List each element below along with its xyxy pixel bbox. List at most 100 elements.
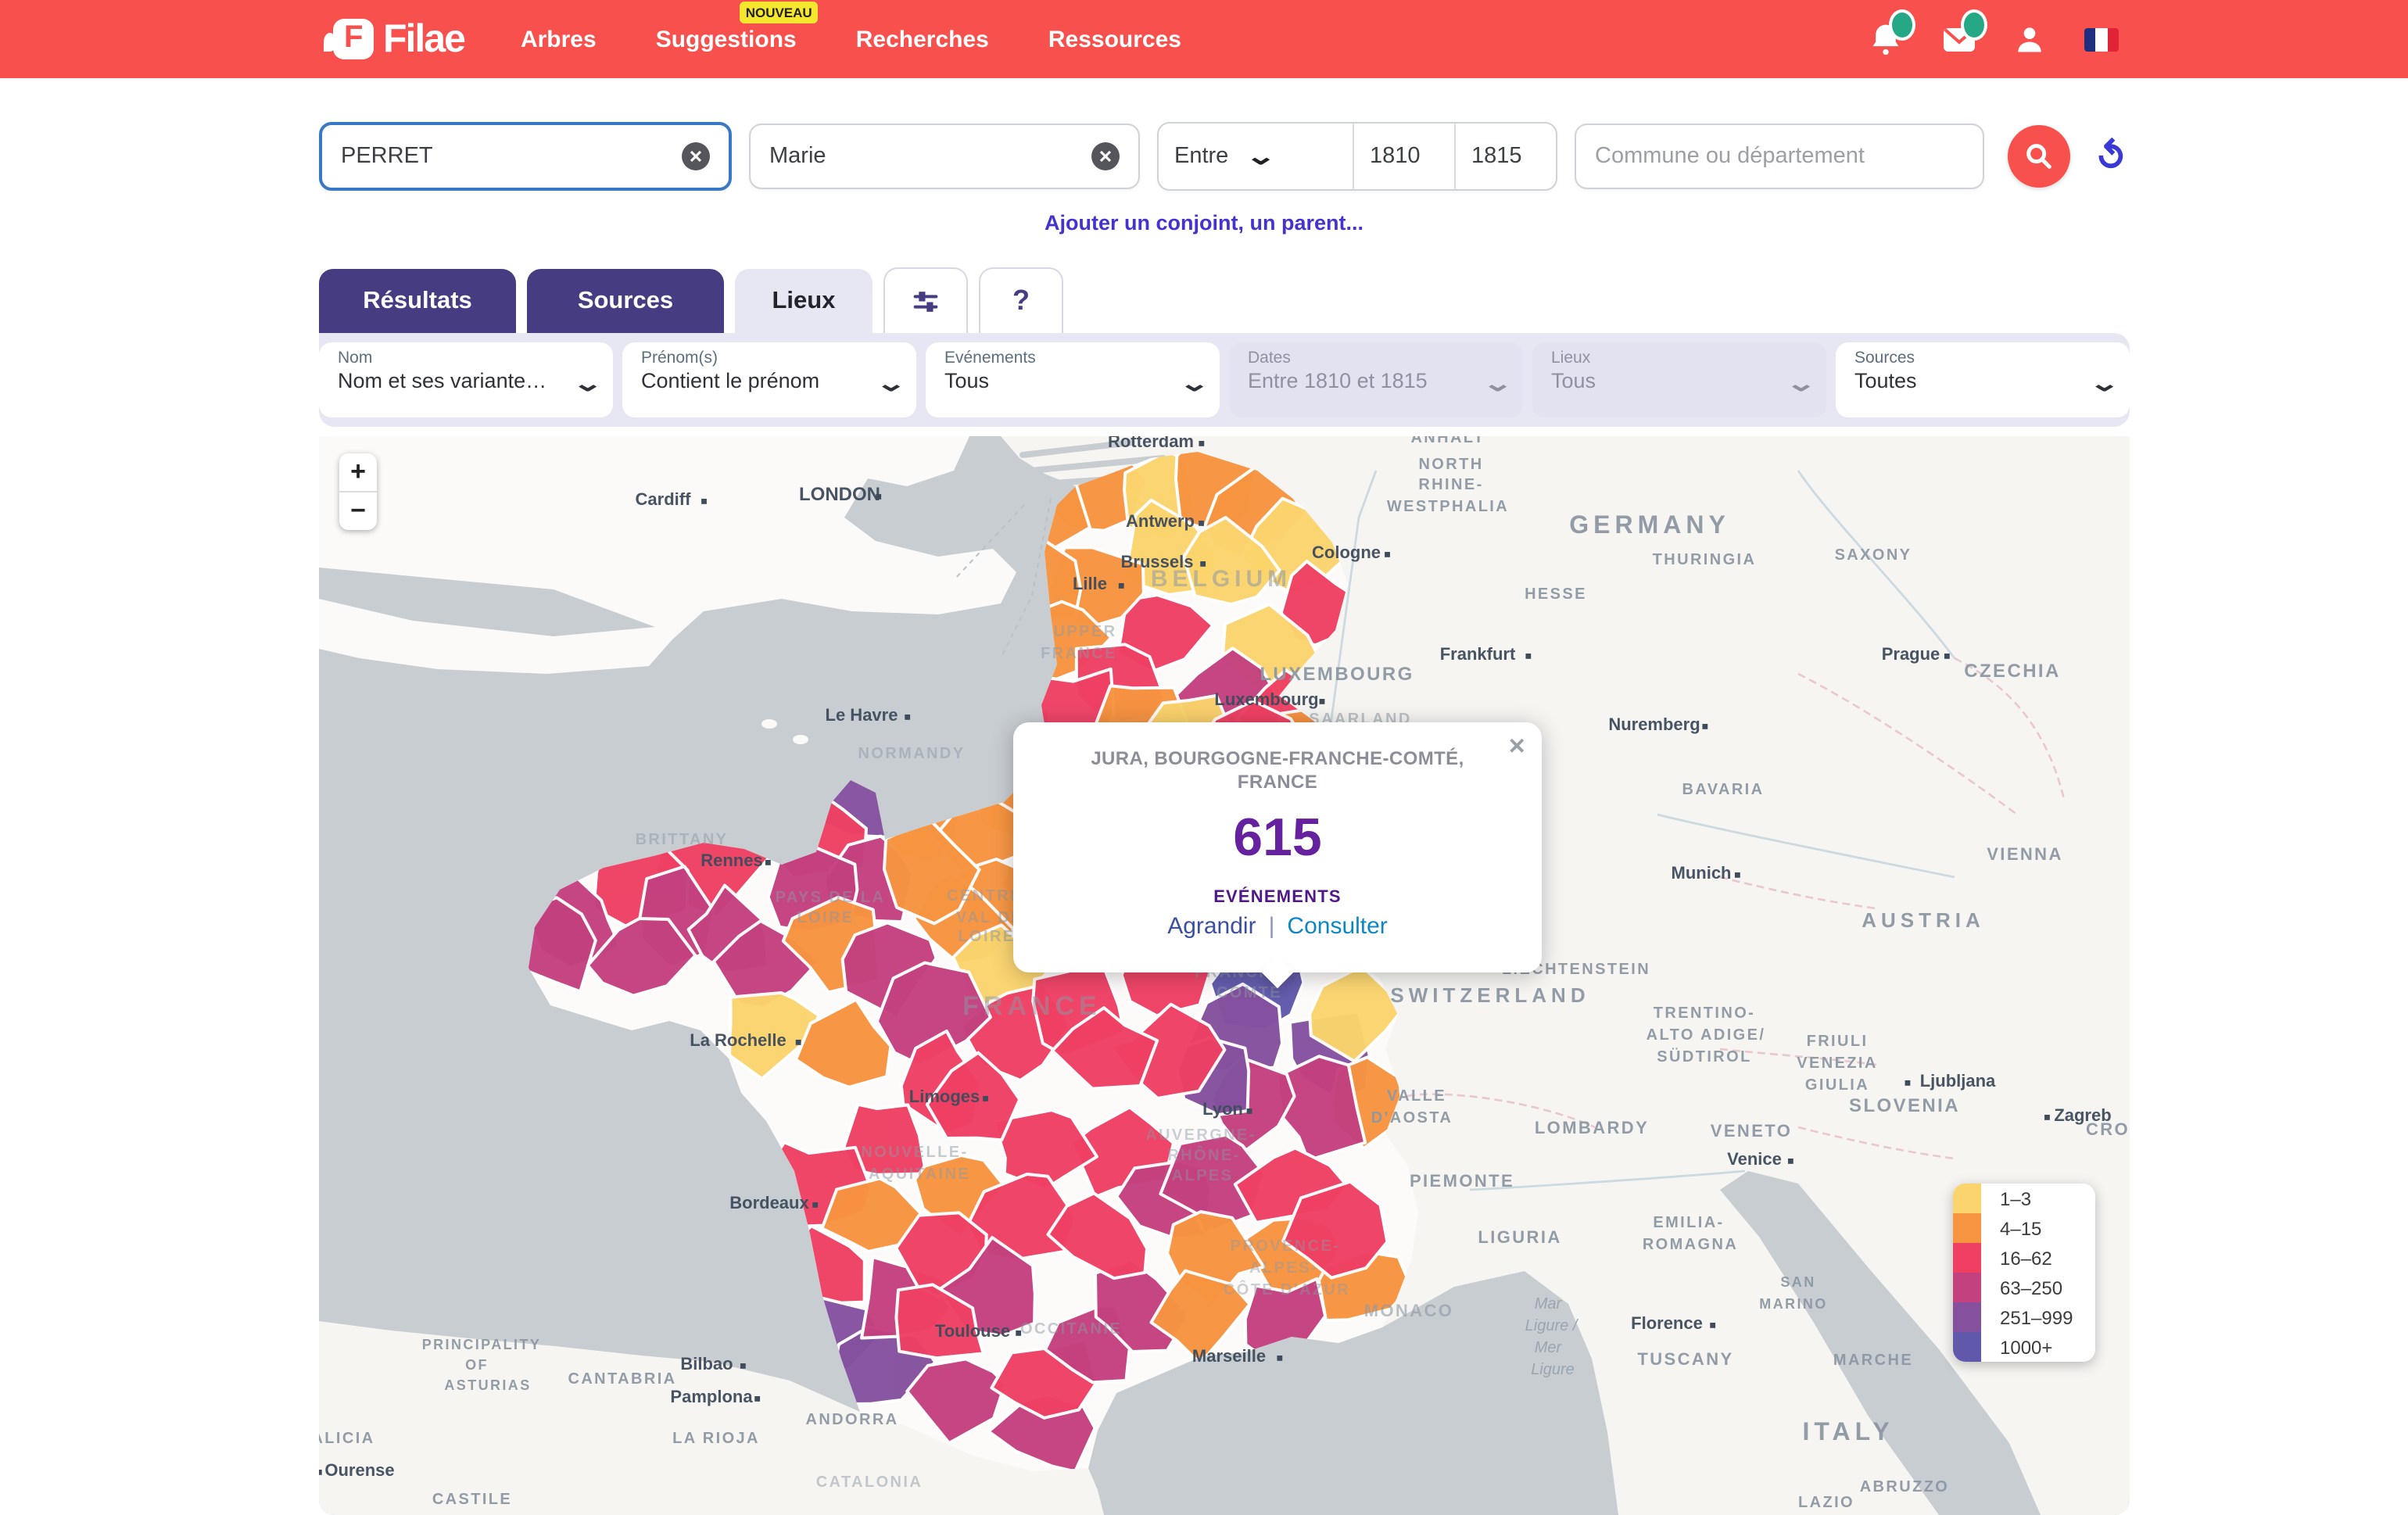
department-cell[interactable] [1046, 1191, 1148, 1280]
map-region-label: ITALY [1802, 1417, 1894, 1445]
map-region-label: PIEMONTE [1410, 1171, 1514, 1191]
filter-sources[interactable]: Sources Toutes ⌄ [1836, 342, 2130, 417]
department-cell[interactable] [905, 1357, 1007, 1445]
filae-logo-icon: F [324, 19, 374, 59]
filter-nom[interactable]: Nom Nom et ses variante… ⌄ [319, 342, 613, 417]
map-region-label: BELGIUM [1151, 566, 1292, 592]
map-region-label: FRIULI [1807, 1033, 1869, 1050]
map-region-label: ASTURIAS [444, 1377, 531, 1393]
chevron-down-icon: ⌄ [1786, 370, 1818, 395]
map-region-label: D'AOSTA [1371, 1109, 1453, 1126]
map-region-label: RHINE- [1418, 476, 1483, 493]
tab-lieux[interactable]: Lieux [735, 269, 873, 333]
choropleth-map[interactable]: GERMANY BELGIUM FRANCE ITALY SWITZERLAND AUST… [319, 436, 2130, 1515]
map-region-label: SÜDTIROL [1657, 1048, 1751, 1066]
department-cell[interactable] [1149, 1269, 1252, 1366]
clear-firstname-icon[interactable]: ✕ [1091, 142, 1120, 170]
department-cell[interactable] [820, 1177, 924, 1253]
city-marker-icon [1710, 1323, 1716, 1328]
map-region-label: AUSTRIA [1862, 908, 1985, 932]
department-cell[interactable] [1308, 964, 1406, 1063]
city-marker-icon [1277, 1356, 1283, 1361]
map-region-label: LAZIO [1798, 1494, 1854, 1511]
year-from-input[interactable]: 1810 [1353, 124, 1454, 189]
map-container[interactable]: GERMANY BELGIUM FRANCE ITALY SWITZERLAND AUST… [319, 436, 2130, 1515]
add-relative-link[interactable]: Ajouter un conjoint, un parent... [1045, 211, 1363, 235]
map-city-label: Venice [1727, 1149, 1782, 1169]
map-region-label: NORTH [1418, 456, 1483, 473]
filter-evnements[interactable]: Evénements Tous ⌄ [926, 342, 1220, 417]
nav-item-arbres[interactable]: Arbres [520, 26, 597, 52]
department-cell[interactable] [794, 997, 893, 1089]
department-cell[interactable] [925, 1051, 1022, 1142]
year-to-input[interactable]: 1815 [1454, 124, 1556, 189]
city-marker-icon [2044, 1115, 2050, 1120]
map-city-label: Prague [1882, 644, 1940, 664]
legend-row: 1–3 [1953, 1184, 2073, 1213]
map-region-label: GERMANY [1569, 510, 1730, 539]
department-cell[interactable] [992, 1108, 1098, 1191]
zoom-in-button[interactable]: + [350, 457, 366, 486]
map-region-label: ALPES- [1249, 1259, 1318, 1277]
map-region-label: OCCITANIE [1020, 1320, 1122, 1338]
popup-consulter-link[interactable]: Consulter [1287, 913, 1388, 940]
filter-prnoms[interactable]: Prénom(s) Contient le prénom ⌄ [622, 342, 916, 417]
city-marker-icon [1199, 441, 1205, 446]
city-marker-icon [765, 860, 771, 865]
popup-close-icon[interactable]: ✕ [1507, 733, 1526, 758]
filae-logo-text: Filae [383, 16, 466, 60]
map-region-label: FRANCE [962, 991, 1102, 1021]
notifications-bell-icon[interactable] [1869, 9, 1915, 58]
clear-lastname-icon[interactable]: ✕ [682, 142, 710, 170]
department-cell[interactable] [728, 991, 821, 1080]
firstname-input[interactable]: Marie ✕ [749, 124, 1140, 189]
city-marker-icon [701, 499, 707, 504]
search-button[interactable] [2008, 125, 2070, 188]
filae-logo[interactable]: F Filae [324, 16, 466, 62]
city-marker-icon [1200, 561, 1206, 567]
account-person-icon[interactable] [2012, 20, 2050, 58]
legend-row: 1000+ [1953, 1332, 2073, 1362]
map-city-label: Brussels [1121, 552, 1194, 571]
legend-row: 63–250 [1953, 1273, 2073, 1302]
date-operator-select[interactable]: Entre ⌄ [1174, 144, 1277, 170]
france-flag-icon[interactable] [2084, 27, 2119, 51]
nav-item-suggestions[interactable]: Suggestions NOUVEAU [656, 1, 819, 52]
map-region-label: ANDORRA [805, 1411, 898, 1428]
filter-sliders-button[interactable] [883, 267, 968, 333]
department-cell[interactable] [883, 818, 981, 926]
reset-search-icon[interactable]: ↺ [2086, 130, 2139, 183]
map-region-label: SLOVENIA [1849, 1095, 1960, 1116]
department-cell[interactable] [586, 917, 697, 997]
tab-sources[interactable]: Sources [527, 269, 724, 333]
map-city-label: Luxembourg [1214, 689, 1318, 709]
city-marker-icon [812, 1202, 819, 1208]
department-cell[interactable] [1159, 1133, 1267, 1235]
popup-title: JURA, BOURGOGNE-FRANCHE-COMTÉ, FRANCE [1091, 747, 1464, 792]
map-region-label: CATALONIA [816, 1474, 923, 1491]
department-cell[interactable] [1182, 516, 1281, 606]
city-marker-icon [795, 1040, 801, 1045]
place-input[interactable]: Commune ou département [1575, 124, 1984, 189]
filter-bar: Nom Nom et ses variante… ⌄ Prénom(s) Contien… [319, 333, 2130, 427]
nav-item-ressources[interactable]: Ressources [1048, 26, 1181, 52]
chevron-down-icon: ⌄ [572, 370, 604, 395]
department-cell[interactable] [894, 1283, 985, 1360]
map-region-label: UPPER [1054, 623, 1117, 640]
map-city-label: Zagreb [2054, 1105, 2111, 1125]
map-region-label: OF [465, 1357, 489, 1373]
nav-item-recherches[interactable]: Recherches [855, 26, 989, 52]
lastname-input[interactable]: PERRET ✕ [319, 122, 732, 191]
department-cell[interactable] [1051, 1006, 1159, 1091]
messages-mail-icon[interactable] [1940, 9, 1987, 58]
chevron-down-icon: ⌄ [876, 370, 908, 395]
department-cell[interactable] [1281, 1180, 1389, 1280]
map-city-label: LONDON [799, 484, 880, 505]
help-button[interactable]: ? [979, 267, 1063, 333]
zoom-out-button[interactable]: − [339, 491, 377, 530]
map-region-label: MARINO [1759, 1296, 1827, 1312]
map-sea-label: Mer [1535, 1339, 1563, 1356]
popup-agrandir-link[interactable]: Agrandir [1167, 913, 1256, 940]
map-city-label: Rotterdam [1108, 436, 1194, 451]
tab-resultats[interactable]: Résultats [319, 269, 516, 333]
